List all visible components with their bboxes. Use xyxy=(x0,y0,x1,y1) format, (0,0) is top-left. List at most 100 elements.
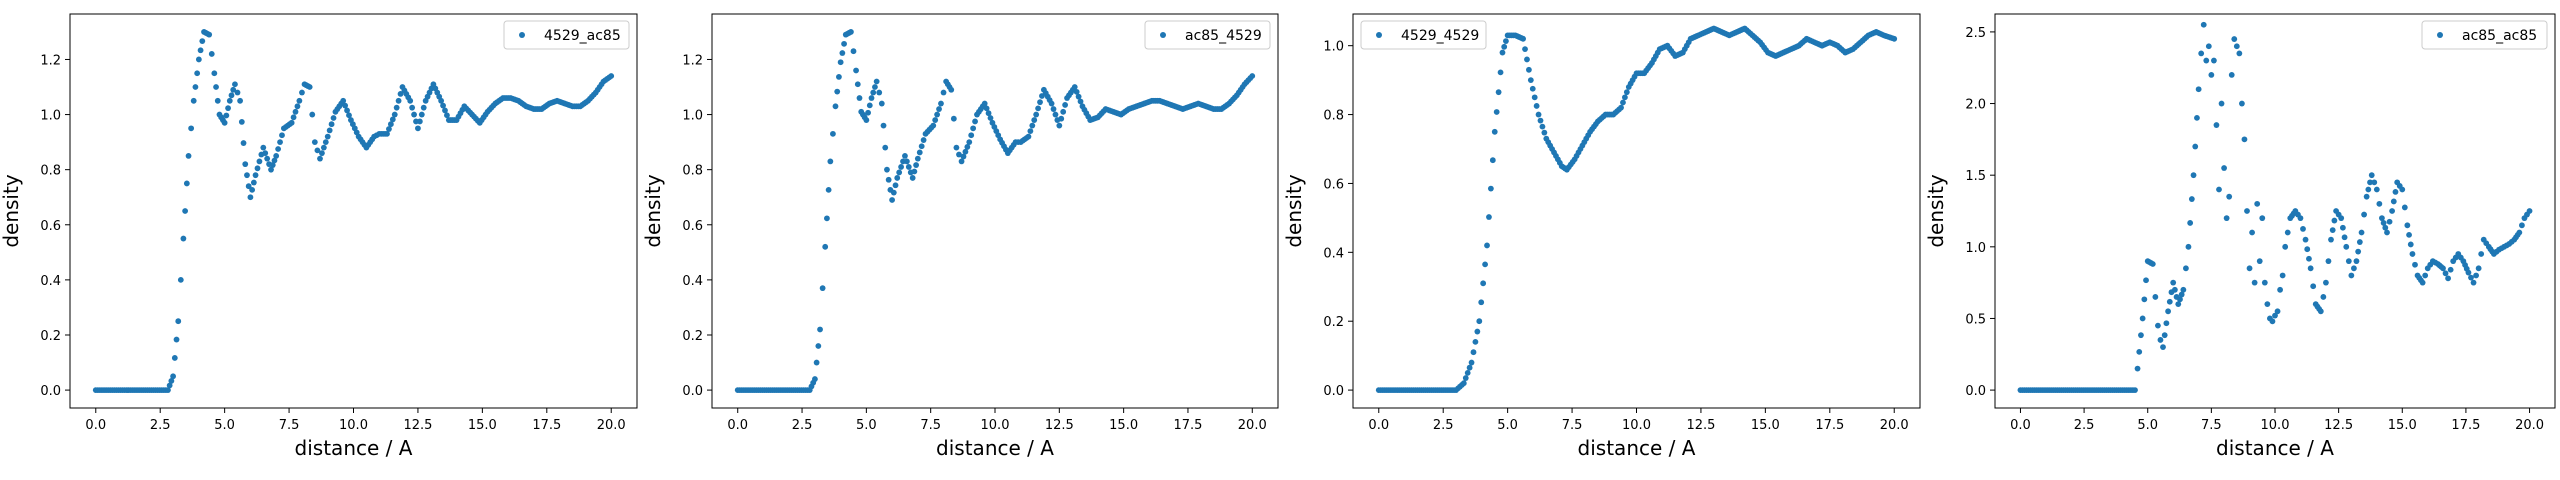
data-point xyxy=(171,355,178,361)
data-point xyxy=(2246,265,2253,272)
data-point xyxy=(1533,103,1540,109)
data-point xyxy=(247,194,254,201)
data-point xyxy=(2328,236,2334,243)
data-point xyxy=(397,91,404,97)
data-point xyxy=(2149,261,2156,267)
data-point xyxy=(866,102,873,109)
data-point xyxy=(898,164,904,170)
data-point xyxy=(827,158,834,165)
data-point xyxy=(1480,280,1487,287)
data-point xyxy=(346,112,352,119)
data-point xyxy=(2272,312,2278,319)
data-point xyxy=(182,208,189,214)
x-tick-label: 15.0 xyxy=(468,418,497,433)
data-point xyxy=(2198,50,2205,57)
x-axis-label: distance / A xyxy=(295,436,413,460)
data-point xyxy=(407,97,414,104)
data-point xyxy=(2141,296,2148,303)
data-point xyxy=(2302,236,2309,243)
data-point xyxy=(983,105,990,112)
x-tick-label: 12.5 xyxy=(403,418,432,433)
data-point xyxy=(839,50,846,56)
x-tick-label: 17.5 xyxy=(1815,418,1844,433)
x-tick-label: 12.5 xyxy=(1686,418,1715,433)
data-point xyxy=(981,100,988,107)
data-point xyxy=(173,336,180,343)
data-point xyxy=(1060,108,1067,115)
legend-label: 4529_4529 xyxy=(1401,28,1479,44)
data-point xyxy=(1486,214,1492,220)
data-point xyxy=(314,147,321,154)
data-point xyxy=(1466,364,1473,371)
data-point xyxy=(1503,38,1509,44)
data-point xyxy=(273,153,280,159)
data-point xyxy=(208,51,215,57)
data-point xyxy=(252,172,259,179)
data-point xyxy=(260,144,267,151)
data-point xyxy=(911,168,918,175)
data-point xyxy=(2390,198,2397,205)
data-point xyxy=(1468,359,1475,366)
data-point xyxy=(2475,265,2482,272)
data-point xyxy=(884,166,890,173)
x-tick-label: 10.0 xyxy=(339,418,368,433)
data-point xyxy=(330,115,337,121)
data-point xyxy=(197,47,204,54)
data-point xyxy=(1474,328,1481,335)
data-point xyxy=(2376,200,2383,207)
data-point xyxy=(2331,217,2338,224)
x-tick-label: 5.0 xyxy=(214,418,235,433)
data-point xyxy=(2274,308,2281,315)
data-point xyxy=(237,97,244,104)
data-point xyxy=(2161,332,2168,339)
data-point xyxy=(322,139,329,146)
data-point xyxy=(930,122,937,129)
x-tick-label: 12.5 xyxy=(2324,418,2353,433)
data-point xyxy=(903,158,910,165)
x-tick-label: 0.0 xyxy=(1368,418,1389,433)
data-point xyxy=(2300,226,2306,232)
data-point xyxy=(214,97,221,104)
y-axis-label: density xyxy=(1282,174,1306,247)
data-point xyxy=(2355,248,2362,255)
data-point xyxy=(873,78,880,85)
data-point xyxy=(2231,36,2238,42)
legend: ac85_ac85 xyxy=(2421,20,2548,50)
data-point xyxy=(168,378,175,384)
series-points xyxy=(2017,21,2533,393)
data-point xyxy=(836,74,842,80)
data-point xyxy=(2254,200,2261,207)
data-point xyxy=(2363,193,2370,200)
y-tick-label: 0.0 xyxy=(1323,384,1344,399)
data-point xyxy=(1071,84,1078,90)
x-tick-label: 5.0 xyxy=(1497,418,1518,433)
x-tick-label: 20.0 xyxy=(597,418,626,433)
data-point xyxy=(2216,186,2222,193)
data-point xyxy=(872,84,878,90)
data-point xyxy=(1531,94,1538,101)
data-point xyxy=(230,86,237,93)
data-point xyxy=(834,88,841,95)
x-tick-label: 17.5 xyxy=(2451,418,2480,433)
data-point xyxy=(2356,239,2363,245)
subplot-3: 0.0 2.5 5.0 7.5 10.0 12.5 15.0 17.5 20.0 0.0 0.2 0.… xyxy=(1282,13,1921,460)
y-tick-label: 1.0 xyxy=(682,109,703,124)
data-point xyxy=(188,125,195,132)
data-point xyxy=(2190,172,2197,179)
data-point xyxy=(438,97,445,104)
x-tick-label: 10.0 xyxy=(981,418,1010,433)
data-point xyxy=(393,104,400,111)
data-point xyxy=(889,197,895,203)
data-point xyxy=(245,183,252,190)
data-point xyxy=(2412,261,2418,268)
data-point xyxy=(958,158,965,165)
data-point xyxy=(880,122,887,129)
data-point xyxy=(2136,348,2143,355)
data-point xyxy=(920,137,927,143)
data-point xyxy=(953,144,960,151)
data-point xyxy=(1524,56,1530,63)
data-point xyxy=(1058,115,1065,122)
data-point xyxy=(2244,208,2250,214)
data-point xyxy=(225,105,231,112)
